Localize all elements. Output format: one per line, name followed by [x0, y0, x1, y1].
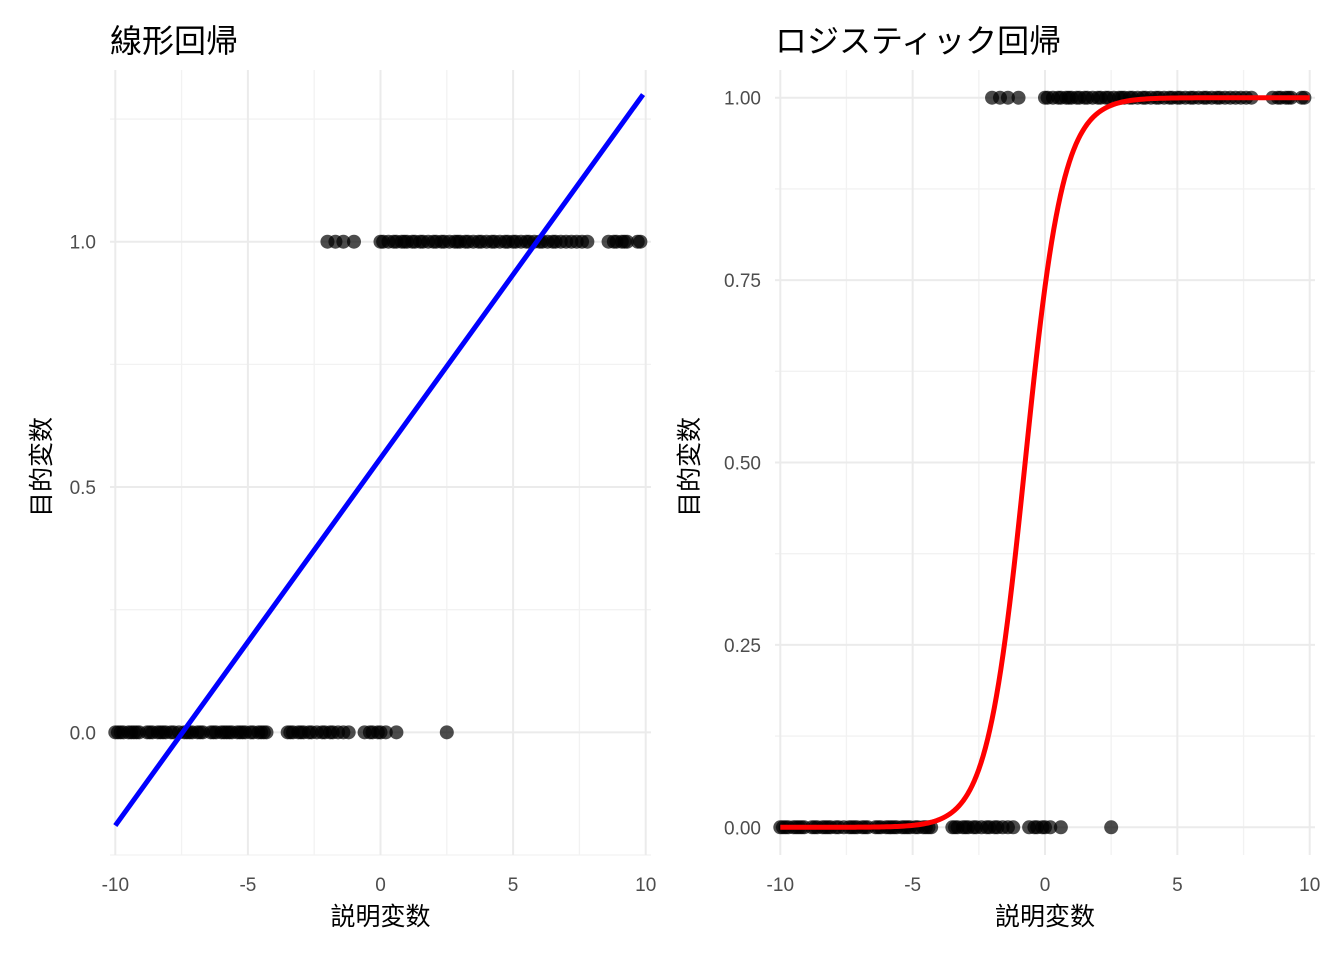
x-tick-label: 0 — [1040, 875, 1051, 896]
x-tick-label: -5 — [904, 875, 921, 896]
chart-title: 線形回帰 — [110, 22, 238, 60]
x-tick-label: -10 — [102, 875, 129, 896]
data-point — [580, 234, 595, 249]
y-tick-label: 0.75 — [724, 271, 761, 292]
fit-line-layer — [113, 93, 646, 828]
y-tick-label: 0.0 — [70, 723, 96, 744]
y-tick-label: 0.5 — [70, 478, 96, 499]
x-axis-label: 説明変数 — [995, 902, 1095, 931]
data-point — [336, 234, 351, 249]
data-point — [1043, 820, 1058, 835]
data-point — [378, 725, 393, 740]
data-point — [439, 725, 454, 740]
chart-title: ロジスティック回帰 — [775, 22, 1061, 60]
y-axis-ticks: 0.00 0.25 0.50 0.75 1.00 — [724, 89, 761, 840]
data-point — [1104, 820, 1119, 835]
y-axis-ticks: 0.0 0.5 1.0 — [70, 233, 96, 745]
logistic-regression-panel: ロジスティック回帰 -10 -5 0 5 10 0.00 0.25 0.50 0.75 1.00… — [675, 22, 1320, 931]
y-axis-label: 目的変数 — [675, 417, 704, 517]
x-tick-label: 10 — [1299, 875, 1320, 896]
x-tick-label: -5 — [239, 875, 256, 896]
x-tick-label: -10 — [767, 875, 794, 896]
y-tick-label: 1.0 — [70, 233, 96, 254]
y-tick-label: 0.00 — [724, 818, 761, 839]
data-point — [1000, 90, 1015, 105]
x-axis-ticks: -10 -5 0 5 10 — [102, 875, 657, 896]
x-tick-label: 0 — [375, 875, 386, 896]
x-axis-ticks: -10 -5 0 5 10 — [767, 875, 1321, 896]
data-point — [1006, 820, 1021, 835]
data-point — [1053, 820, 1068, 835]
data-point — [633, 234, 648, 249]
data-point — [620, 234, 635, 249]
x-tick-label: 5 — [1172, 875, 1183, 896]
data-point — [1011, 90, 1026, 105]
data-points — [108, 234, 648, 740]
y-axis-label: 目的変数 — [27, 417, 56, 517]
data-point — [389, 725, 404, 740]
linear-regression-panel: 線形回帰 -10 -5 0 5 10 0.0 0.5 1.0 説明変数 目的変数 — [27, 22, 656, 931]
fit-curve-layer — [780, 95, 1310, 830]
y-tick-label: 0.25 — [724, 636, 761, 657]
data-point — [341, 725, 356, 740]
x-tick-label: 10 — [635, 875, 656, 896]
y-tick-label: 0.50 — [724, 454, 761, 475]
data-point — [259, 725, 274, 740]
y-tick-label: 1.00 — [724, 89, 761, 110]
linear-fit-line — [113, 93, 646, 828]
x-tick-label: 5 — [508, 875, 519, 896]
x-axis-label: 説明変数 — [330, 902, 430, 931]
logistic-fit-curve — [780, 95, 1310, 830]
data-point — [346, 234, 361, 249]
